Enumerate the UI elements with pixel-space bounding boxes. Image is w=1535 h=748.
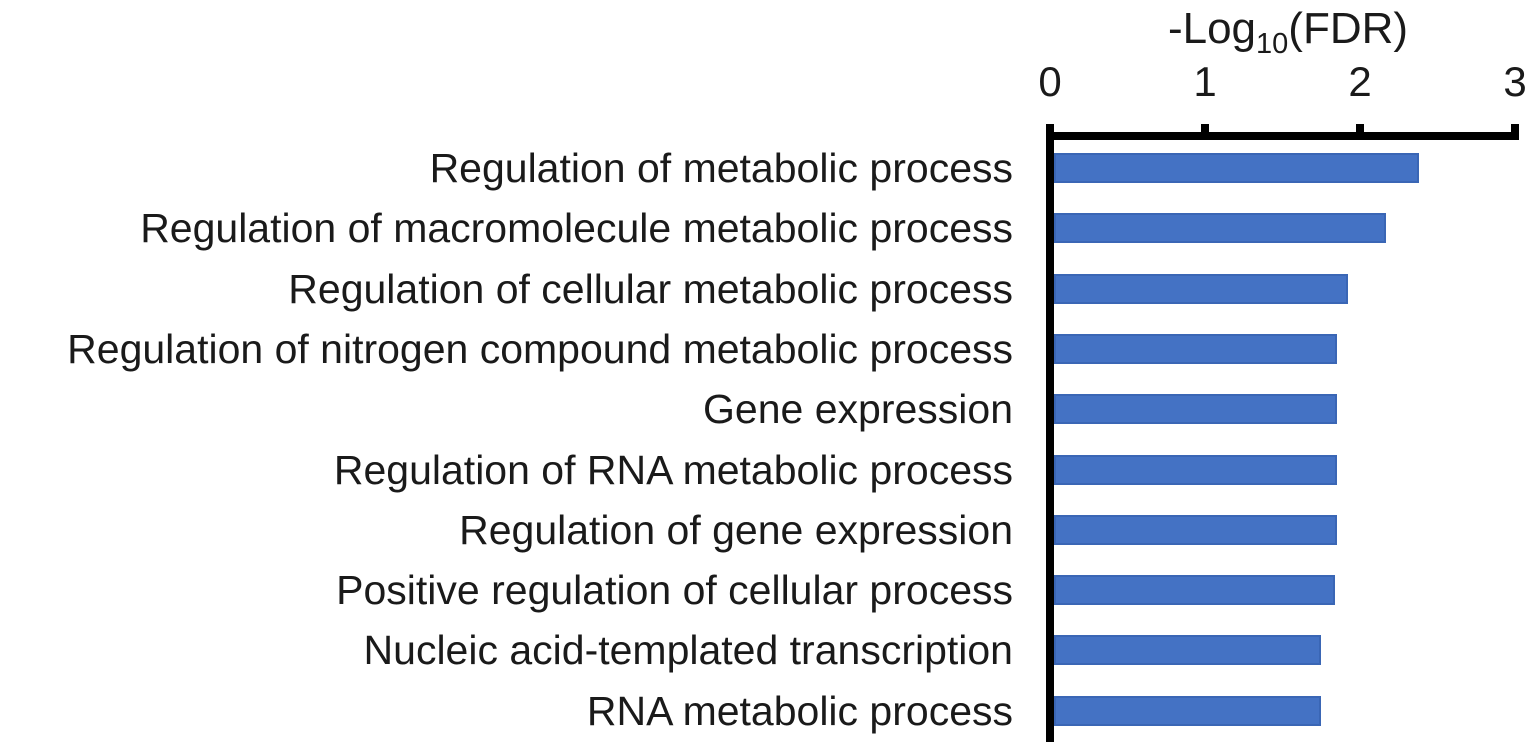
axis-title-suffix: (FDR) <box>1288 4 1409 53</box>
category-label: RNA metabolic process <box>586 688 1013 734</box>
axis-title: -Log10(FDR) <box>1038 2 1535 60</box>
axis-tick-label: 0 <box>1038 58 1062 105</box>
x-axis-line <box>1046 132 1519 140</box>
category-label: Positive regulation of cellular process <box>336 567 1013 613</box>
axis-tick-mark <box>1201 124 1209 133</box>
y-axis-line <box>1046 124 1054 742</box>
category-label: Gene expression <box>703 386 1013 432</box>
axis-tick-label: 2 <box>1348 58 1372 105</box>
bar <box>1054 696 1321 726</box>
category-label: Regulation of cellular metabolic process <box>288 266 1013 312</box>
axis-title-subscript: 10 <box>1256 28 1289 60</box>
category-label: Regulation of nitrogen compound metaboli… <box>67 326 1013 372</box>
bar <box>1054 394 1337 424</box>
axis-tick-label: 1 <box>1193 58 1217 105</box>
axis-tick-mark <box>1511 124 1519 133</box>
axis-tick-mark <box>1356 124 1364 133</box>
category-label: Nucleic acid-templated transcription <box>363 627 1013 673</box>
bar <box>1054 334 1337 364</box>
axis-tick-label: 3 <box>1503 58 1527 105</box>
bar <box>1054 575 1335 605</box>
category-label: Regulation of RNA metabolic process <box>333 447 1013 493</box>
bar <box>1054 515 1337 545</box>
category-label: Regulation of macromolecule metabolic pr… <box>140 205 1013 251</box>
bar <box>1054 635 1321 665</box>
axis-title-prefix: -Log <box>1167 4 1257 53</box>
category-label: Regulation of metabolic process <box>429 145 1013 191</box>
bar <box>1054 213 1386 243</box>
bar <box>1054 455 1337 485</box>
bar <box>1054 274 1348 304</box>
category-label: Regulation of gene expression <box>459 507 1013 553</box>
bar <box>1054 153 1419 183</box>
